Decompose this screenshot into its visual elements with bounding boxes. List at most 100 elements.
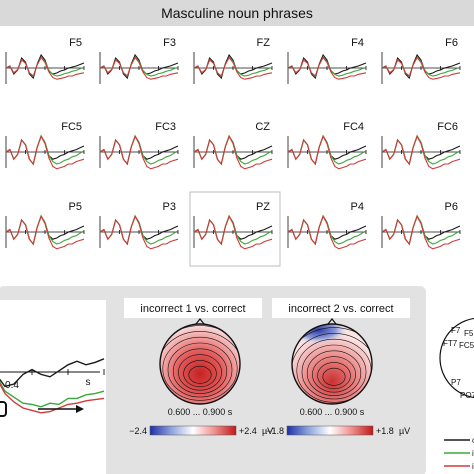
- series-line-incorrect2: [287, 56, 367, 80]
- electrode-label: FC6: [437, 121, 458, 133]
- wave-line-incorrect2: [0, 382, 105, 414]
- electrode-plot-f5: F5: [5, 37, 85, 84]
- series-line-incorrect2: [381, 56, 461, 80]
- montage-label-f7: F7: [451, 326, 461, 335]
- electrode-label: P6: [445, 201, 458, 213]
- topomap-title-box-1: [124, 298, 262, 318]
- time-window-1: 0.600 ... 0.900 s: [168, 407, 233, 417]
- legend-dot-incorrect1: i: [472, 449, 474, 458]
- contour-line: [312, 356, 356, 393]
- montage-label-f5: F5: [464, 329, 474, 338]
- electrode-plot-fc3: FC3: [99, 121, 179, 170]
- wave-line-incorrect1: [0, 381, 105, 408]
- electrode-plot-f4: F4: [287, 37, 367, 84]
- series-line-incorrect1: [381, 134, 461, 166]
- series-line-incorrect1: [193, 214, 273, 246]
- topomap-incorrect1: incorrect 1 vs. correct 0.600 ... 0.900 …: [124, 298, 262, 417]
- electrode-plot-cz: CZ: [193, 121, 273, 170]
- electrode-grid: F5 F3 FZ F4 F6 FC5 FC3 CZ FC4 FC6 P5 P3 PZ P4 P6: [5, 37, 461, 267]
- electrode-plot-fc4: FC4: [287, 121, 367, 170]
- electrode-plot-pz: PZ: [189, 191, 281, 267]
- enlarged-waveform: [0, 358, 105, 414]
- contour-line: [162, 336, 238, 401]
- electrode-label: P4: [351, 201, 364, 213]
- contour-line: [178, 354, 222, 391]
- electrode-label: FZ: [257, 37, 271, 49]
- electrode-label: P5: [69, 201, 82, 213]
- electrode-plot-p6: P6: [381, 201, 461, 250]
- electrode-label: PZ: [256, 201, 270, 213]
- legend-dot-correct: c: [472, 436, 474, 445]
- contour-line: [292, 333, 372, 404]
- latency-arrow: [0, 401, 84, 417]
- series-line-incorrect1: [5, 134, 85, 166]
- series-line-incorrect1: [5, 214, 85, 246]
- montage-label-po7: PO7: [460, 391, 474, 400]
- colorbar-2-unit: µV: [399, 426, 410, 436]
- series-line-incorrect1: [287, 134, 367, 166]
- electrode-label: CZ: [255, 121, 270, 133]
- topomap-incorrect2: incorrect 2 vs. correct 0.600 ... 0.900 …: [272, 298, 410, 417]
- topomap-title-box-2: [272, 298, 410, 318]
- montage-label-fc5: FC5: [459, 341, 474, 350]
- series-line-incorrect2: [193, 135, 273, 170]
- electrode-label: P3: [163, 201, 176, 213]
- legend-dot-incorrect2: i: [472, 462, 474, 471]
- colorbar-1-max: +2.4: [239, 426, 257, 436]
- time-window-2: 0.600 ... 0.900 s: [300, 407, 365, 417]
- series-line-incorrect2: [5, 215, 85, 250]
- electrode-label: F3: [163, 37, 176, 49]
- series-line-incorrect2: [99, 215, 179, 250]
- series-line-incorrect1: [381, 214, 461, 246]
- contour-line: [188, 365, 212, 384]
- montage-label-ft7: FT7: [443, 339, 458, 348]
- colorbar-1-min: −2.4: [129, 426, 147, 436]
- contour-line: [306, 350, 362, 396]
- contour-line: [322, 367, 346, 386]
- highlight-box: [189, 191, 281, 267]
- electrode-montage: F7 FT7 F5 FC5 P7 PO7: [439, 317, 474, 400]
- montage-label-p7: P7: [451, 378, 461, 387]
- electrode-plot-p4: P4: [287, 201, 367, 250]
- contour-line: [172, 348, 228, 394]
- topomap-title-1: incorrect 1 vs. correct: [140, 303, 245, 315]
- series-line-incorrect2: [193, 215, 273, 250]
- head-outline-2: [291, 323, 373, 405]
- series-line-incorrect1: [193, 134, 273, 166]
- waveform-box: [0, 300, 106, 474]
- electrode-label: FC3: [155, 121, 176, 133]
- series-line-incorrect1: [287, 214, 367, 246]
- contour-line: [183, 360, 217, 388]
- electrode-plot-fc6: FC6: [381, 121, 461, 170]
- electrode-label: F5: [69, 37, 82, 49]
- electrode-plot-f3: F3: [99, 37, 179, 84]
- series-line-incorrect2: [99, 56, 179, 80]
- electrode-plot-p3: P3: [99, 201, 179, 250]
- contour-line: [301, 344, 367, 400]
- electrode-label: FC5: [61, 121, 82, 133]
- series-line-incorrect2: [381, 135, 461, 170]
- electrode-plot-p5: P5: [5, 201, 85, 250]
- series-line-incorrect2: [193, 56, 273, 80]
- colorbar-2-min: −1.8: [266, 426, 284, 436]
- electrode-plot-fz: FZ: [193, 37, 273, 84]
- contour-line: [317, 362, 351, 390]
- series-line-incorrect2: [287, 135, 367, 170]
- colorbar-1-unit: µV: [262, 426, 273, 436]
- series-line-incorrect2: [287, 215, 367, 250]
- electrode-label: F6: [445, 37, 458, 49]
- colorbar-2-max: +1.8: [376, 426, 394, 436]
- colorbar-1: −2.4 +2.4 µV: [129, 425, 273, 436]
- head-outline-1: [159, 323, 241, 405]
- montage-head-outline: [439, 317, 474, 399]
- electrode-plot-f6: F6: [381, 37, 461, 84]
- figure-title: Masculine noun phrases: [161, 5, 313, 21]
- series-line-incorrect2: [381, 215, 461, 250]
- colorbar-2: −1.8 +1.8 µV: [266, 425, 410, 436]
- electrode-plot-fc5: FC5: [5, 121, 85, 170]
- series-line-incorrect1: [99, 134, 179, 166]
- electrode-label: F4: [351, 37, 364, 49]
- series-line-incorrect1: [99, 214, 179, 246]
- legend: c i i: [444, 436, 474, 471]
- header-banner: [0, 0, 474, 26]
